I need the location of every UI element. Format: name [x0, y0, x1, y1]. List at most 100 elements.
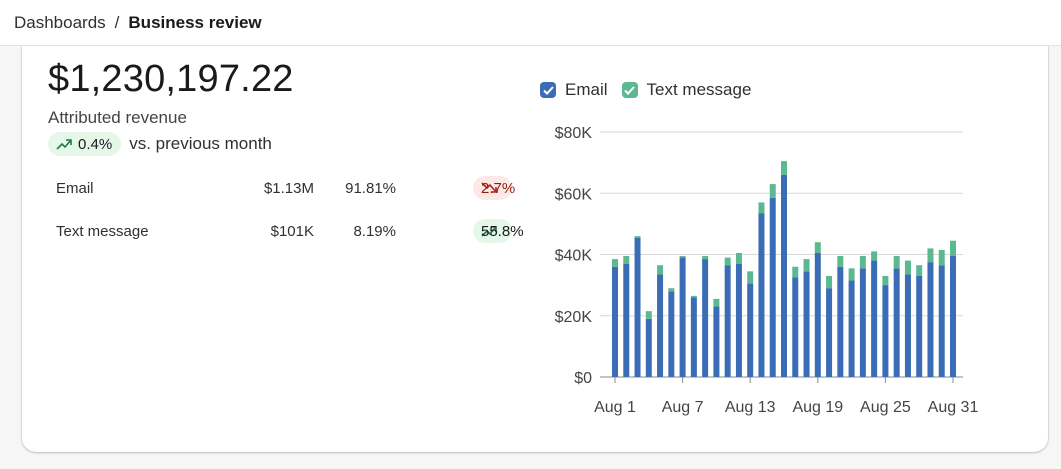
bar-email	[781, 174, 787, 377]
channel-share: 8.19%	[353, 223, 396, 240]
bar-email	[612, 266, 618, 377]
bar-sms	[803, 259, 810, 272]
bar-sms	[792, 266, 799, 278]
y-tick-label: $80K	[555, 125, 593, 142]
bar-sms	[702, 256, 709, 260]
bar-sms	[657, 265, 664, 275]
table-row: Email $1.13M 91.81% 2.7%	[56, 176, 516, 202]
bar-email	[623, 263, 630, 377]
x-tick-label: Aug 1	[594, 399, 636, 416]
total-revenue-value: $1,230,197.22	[48, 58, 294, 100]
bar-email	[735, 263, 742, 377]
bar-email	[950, 256, 956, 377]
bar-email	[882, 285, 889, 377]
bar-sms	[814, 242, 821, 253]
y-tick-label: $0	[574, 370, 592, 387]
bar-email	[916, 275, 923, 377]
bar-email	[938, 265, 945, 377]
channel-change-badge: 55.8%	[473, 219, 524, 243]
revenue-bar-chart: $0 $20K $40K $60K $80K Aug 1 Aug 7 Aug 13 Aug 19…	[555, 125, 979, 416]
bar-sms	[724, 257, 731, 266]
bar-email	[803, 271, 810, 377]
checkbox-checked-icon[interactable]	[621, 82, 638, 98]
bar-email	[657, 274, 664, 377]
bar-email	[645, 318, 652, 377]
breadcrumb-separator: /	[114, 12, 120, 32]
bar-sms	[916, 265, 923, 276]
bar-email	[690, 297, 697, 377]
bar-sms	[859, 256, 866, 269]
bar-sms	[904, 260, 911, 275]
bar-email	[837, 266, 844, 377]
bar-sms	[893, 256, 900, 269]
y-tick-label: $60K	[555, 186, 593, 203]
trend-up-icon	[481, 226, 497, 237]
chart-legend: Email Text message	[540, 80, 765, 100]
bar-email	[724, 265, 731, 377]
bar-email	[758, 213, 765, 377]
bar-sms	[826, 275, 833, 289]
page-title: Business review	[128, 12, 262, 32]
bar-email	[769, 197, 776, 377]
revenue-card: $1,230,197.22 Attributed revenue 0.4% vs…	[22, 46, 1048, 452]
bar-email	[668, 291, 675, 377]
bar-email	[679, 257, 686, 377]
summary-delta-row: 0.4% vs. previous month	[48, 132, 272, 156]
bar-sms	[623, 256, 630, 264]
bar-sms	[645, 311, 652, 319]
y-tick-label: $20K	[555, 309, 593, 326]
bar-sms	[848, 268, 855, 281]
bar-email	[893, 268, 900, 377]
x-tick-label: Aug 19	[792, 399, 843, 416]
bar-sms	[871, 251, 878, 261]
bar-sms	[781, 161, 787, 175]
metric-label: Attributed revenue	[48, 108, 187, 127]
channel-amount: $1.13M	[263, 180, 314, 197]
breadcrumb-dashboards-link[interactable]: Dashboards	[14, 12, 106, 32]
bar-sms	[713, 298, 720, 307]
y-tick-label: $40K	[555, 248, 593, 265]
bar-sms	[758, 202, 765, 214]
x-tick-label: Aug 25	[860, 399, 911, 416]
legend-email-toggle[interactable]: Email	[540, 80, 608, 100]
bar-email	[848, 280, 855, 377]
bar-sms	[950, 240, 956, 257]
x-tick-label: Aug 13	[725, 399, 776, 416]
bar-email	[747, 283, 754, 377]
bar-sms	[837, 256, 844, 267]
bar-sms	[735, 252, 742, 264]
bar-sms	[634, 236, 641, 238]
bar-email	[927, 262, 934, 377]
bar-email	[713, 306, 720, 377]
table-row: Text message $101K 8.19% 55.8%	[56, 219, 524, 245]
legend-email-label: Email	[565, 80, 608, 99]
bar-sms	[679, 256, 686, 258]
bar-sms	[690, 295, 697, 298]
trend-up-icon	[56, 139, 72, 150]
summary-delta-value: 0.4%	[78, 135, 113, 153]
bar-email	[826, 288, 833, 377]
channel-share: 91.81%	[345, 180, 396, 197]
legend-sms-label: Text message	[646, 80, 752, 99]
bar-sms	[769, 184, 776, 198]
trend-down-icon	[481, 182, 497, 193]
top-bar: Dashboards / Business review	[0, 0, 1061, 46]
summary-delta-badge: 0.4%	[48, 132, 122, 156]
bar-sms	[747, 271, 754, 284]
bar-email	[871, 260, 878, 377]
channel-name: Text message	[56, 223, 149, 240]
checkbox-checked-icon[interactable]	[540, 82, 556, 98]
bar-sms	[938, 249, 945, 266]
channel-change-value: 2.7%	[481, 180, 516, 197]
bar-sms	[882, 275, 889, 286]
bar-email	[792, 277, 799, 377]
bar-email	[814, 252, 821, 377]
legend-sms-toggle[interactable]: Text message	[621, 80, 752, 100]
x-tick-label: Aug 31	[928, 399, 979, 416]
bar-sms	[668, 288, 675, 292]
bar-sms	[927, 248, 934, 263]
bar-email	[859, 268, 866, 377]
bar-email	[634, 237, 641, 377]
channel-change-value: 55.8%	[481, 223, 524, 240]
x-tick-label: Aug 7	[662, 399, 704, 416]
